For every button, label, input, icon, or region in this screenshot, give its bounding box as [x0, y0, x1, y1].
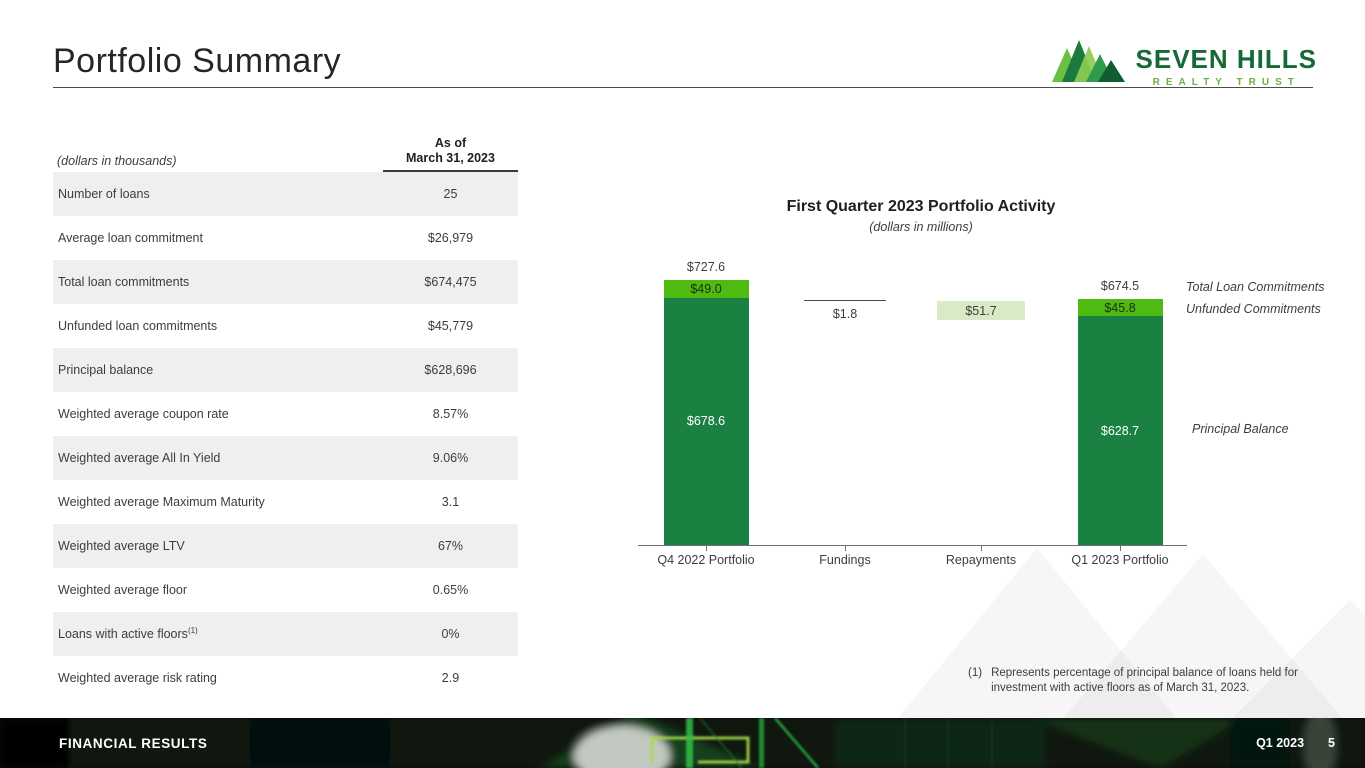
- footnote: (1) Represents percentage of principal b…: [968, 666, 1340, 696]
- table-column-header: As of March 31, 2023: [383, 136, 518, 172]
- logo-text: SEVEN HILLS REALTY TRUST: [1136, 46, 1317, 88]
- legend-principal-balance: Principal Balance: [1192, 422, 1289, 436]
- bar-segment-principal: $628.7: [1077, 316, 1163, 545]
- logo-tagline: REALTY TRUST: [1152, 77, 1300, 88]
- fundings-value-label: $1.8: [832, 307, 858, 322]
- page-title: Portfolio Summary: [53, 42, 342, 80]
- axis-tick: [1120, 546, 1121, 551]
- fundings-bar-line: [804, 300, 886, 302]
- table-unit-note: (dollars in thousands): [57, 154, 177, 168]
- table-row: Weighted average risk rating 2.9: [58, 671, 460, 685]
- table-row: Weighted average LTV 67%: [53, 524, 518, 568]
- x-axis: [638, 545, 1187, 546]
- footer-bar: FINANCIAL RESULTS Q1 2023 5: [0, 718, 1365, 768]
- table-row: Unfunded loan commitments $45,779: [58, 319, 474, 333]
- footer-content: FINANCIAL RESULTS Q1 2023 5: [0, 718, 1365, 768]
- table-row: Number of loans 25: [53, 172, 518, 216]
- category-label: Q4 2022 Portfolio: [657, 553, 755, 567]
- footer-background-art: [0, 718, 1365, 768]
- category-label: Q1 2023 Portfolio: [1071, 553, 1169, 567]
- table-row: Weighted average All In Yield 9.06%: [53, 436, 518, 480]
- table-row: Loans with active floors(1) 0%: [53, 612, 518, 656]
- footnote-text: Represents percentage of principal balan…: [991, 667, 1298, 694]
- footer-page-number: 5: [1328, 736, 1335, 750]
- table-row: Weighted average floor 0.65%: [58, 583, 469, 597]
- bar-total-label: $674.5: [1100, 279, 1140, 294]
- footnote-marker-superscript: (1): [187, 626, 198, 636]
- bar-total-label: $727.6: [686, 260, 726, 275]
- table-row: Principal balance $628,696: [53, 348, 518, 392]
- table-row: Weighted average coupon rate 8.57%: [58, 407, 469, 421]
- footer-quarter: Q1 2023: [1256, 736, 1305, 750]
- axis-tick: [845, 546, 846, 551]
- chart-title: First Quarter 2023 Portfolio Activity: [786, 198, 1056, 215]
- table-header: (dollars in thousands) As of March 31, 2…: [53, 133, 518, 172]
- legend-total-loan-commitments: Total Loan Commitments: [1186, 280, 1325, 294]
- table-row: Average loan commitment $26,979: [58, 231, 474, 245]
- logo-name: SEVEN HILLS: [1135, 44, 1317, 74]
- chart-subtitle: (dollars in millions): [869, 220, 973, 234]
- portfolio-stats-table: (dollars in thousands) As of March 31, 2…: [53, 133, 518, 700]
- table-row: Weighted average Maximum Maturity 3.1: [58, 495, 460, 509]
- legend-unfunded-commitments: Unfunded Commitments: [1186, 302, 1321, 316]
- repayments-bar: $51.7: [937, 301, 1025, 321]
- mountains-icon: [1051, 36, 1126, 88]
- category-label: Fundings: [819, 553, 871, 567]
- category-label: Repayments: [945, 553, 1017, 567]
- axis-tick: [981, 546, 982, 551]
- footer-section-label: FINANCIAL RESULTS: [59, 735, 208, 751]
- table-row: Total loan commitments $674,475: [53, 260, 518, 304]
- company-logo: SEVEN HILLS REALTY TRUST: [1051, 36, 1317, 88]
- bar-segment-unfunded: $45.8: [1077, 299, 1163, 317]
- bar-segment-principal: $678.6: [663, 297, 749, 545]
- footnote-marker: (1): [968, 667, 983, 679]
- header-divider: [53, 87, 1313, 88]
- bar-segment-unfunded: $49.0: [663, 280, 749, 298]
- axis-tick: [706, 546, 707, 551]
